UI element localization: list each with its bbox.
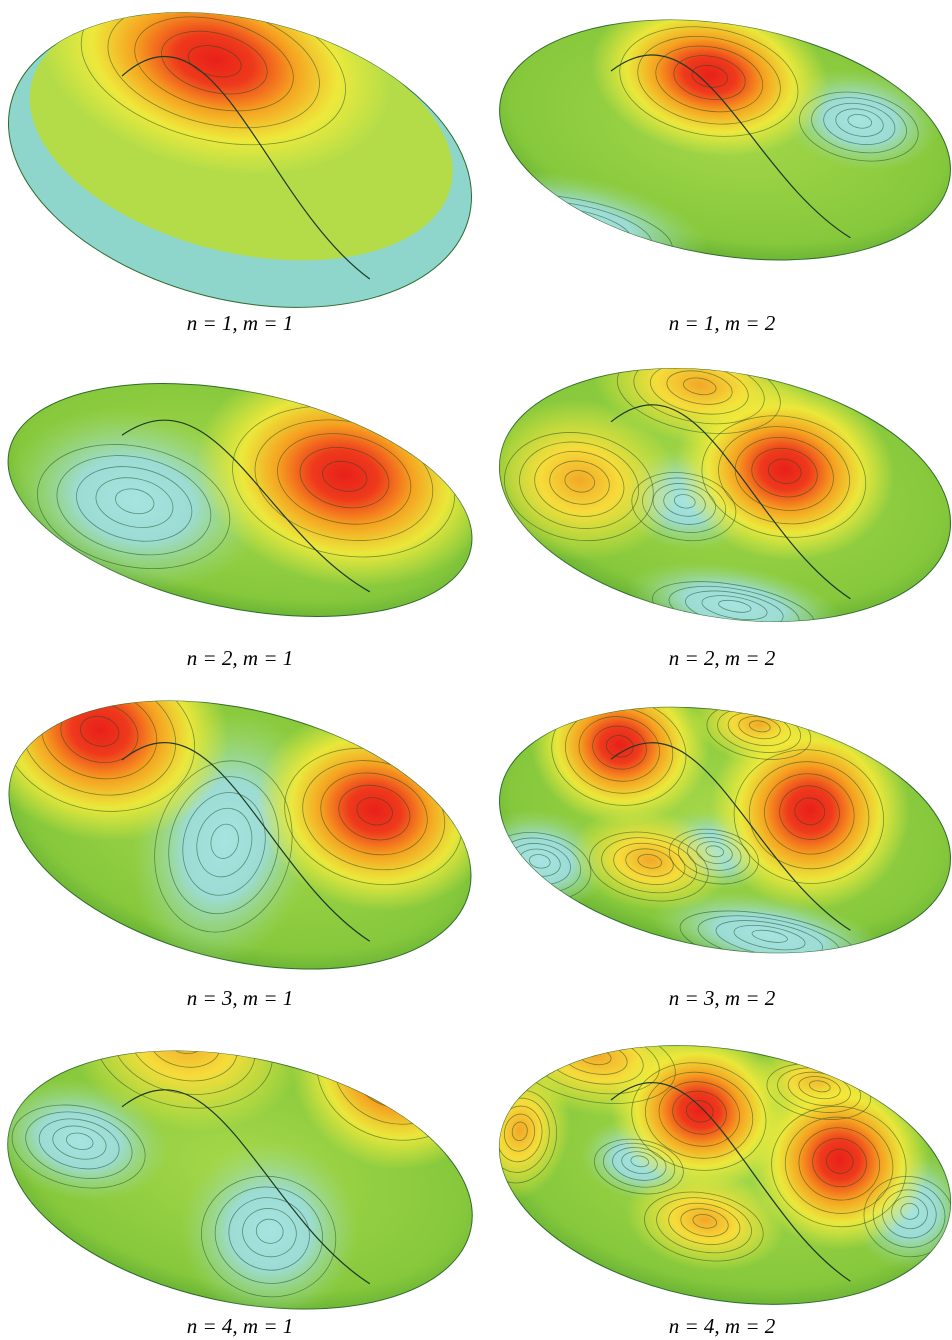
panel-caption: n = 2, m = 1 xyxy=(187,646,294,670)
contour-line xyxy=(548,216,592,236)
surface-panel xyxy=(0,336,515,654)
surface-shading xyxy=(459,977,952,1283)
figure: n = 1, m = 1 n = 1, m = 2 n = 2, m = 1 n = … xyxy=(0,0,952,1340)
panel-caption: n = 1, m = 1 xyxy=(187,311,294,335)
panel-caption: n = 2, m = 2 xyxy=(669,646,776,670)
surface-shading xyxy=(462,651,925,996)
contour-line xyxy=(361,1027,438,1098)
panel-caption: n = 1, m = 2 xyxy=(669,311,776,335)
surface-panel xyxy=(462,651,952,996)
surface-panel xyxy=(468,307,952,664)
surface-panel xyxy=(0,0,503,353)
surface-panel xyxy=(423,0,952,299)
contour-line xyxy=(381,1044,419,1080)
panel-caption: n = 4, m = 2 xyxy=(669,1314,776,1338)
panel-caption: n = 3, m = 2 xyxy=(669,986,776,1010)
panel-caption: n = 4, m = 1 xyxy=(187,1314,294,1338)
page: {"figure": {"panels": [ {"caption": "n =… xyxy=(0,0,952,1340)
surface-shading xyxy=(423,0,947,299)
surface-panel xyxy=(459,977,952,1338)
panel-caption: n = 3, m = 1 xyxy=(187,986,294,1010)
